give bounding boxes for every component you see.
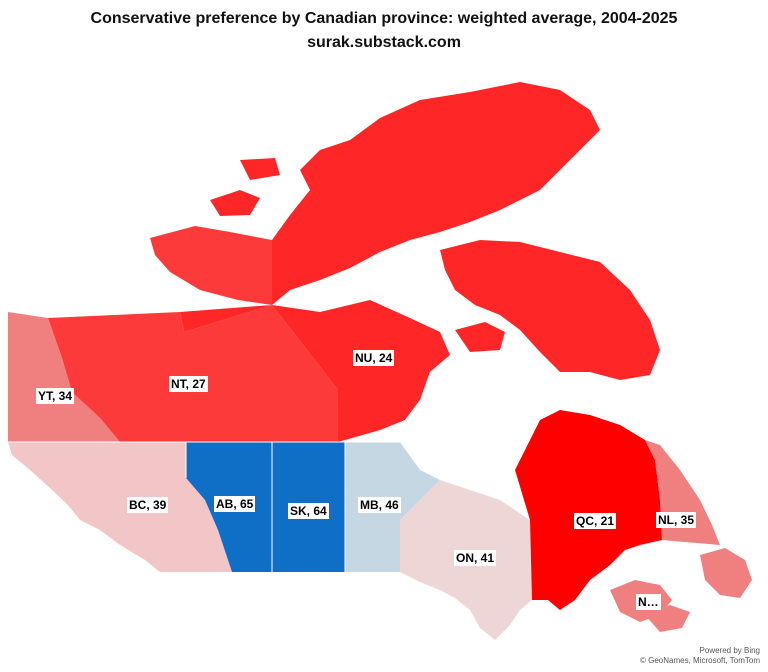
region-nu-islands[interactable] [272, 82, 600, 305]
credit-sources: © GeoNames, Microsoft, TomTom [640, 656, 760, 665]
label-bc: BC, 39 [127, 497, 169, 513]
label-ab: AB, 65 [214, 496, 256, 512]
label-sk: SK, 64 [288, 503, 329, 519]
region-ns-2[interactable] [645, 605, 690, 632]
label-nu: NU, 24 [353, 350, 395, 366]
region-nl-island[interactable] [700, 548, 752, 598]
region-nu-mainland[interactable] [180, 300, 450, 442]
credit-bing: Powered by Bing [699, 646, 760, 655]
hudson-bay [400, 352, 530, 500]
region-nu-southampton[interactable] [455, 322, 505, 352]
map-title: Conservative preference by Canadian prov… [90, 10, 678, 27]
region-nu-island-small-2[interactable] [240, 158, 280, 180]
label-nt: NT, 27 [169, 376, 208, 392]
province-borders [8, 441, 400, 572]
region-nu-baffin[interactable] [440, 240, 660, 380]
region-yt[interactable] [8, 312, 120, 442]
region-qc[interactable] [515, 410, 662, 610]
label-on: ON, 41 [454, 550, 497, 566]
label-mb: MB, 46 [358, 497, 401, 513]
label-yt: YT, 34 [36, 388, 75, 404]
label-qc: QC, 21 [574, 513, 617, 529]
region-nu-island-small-1[interactable] [210, 190, 260, 216]
region-nt[interactable] [48, 305, 338, 442]
label-ns: N… [636, 594, 661, 610]
region-nt-islands[interactable] [150, 226, 272, 305]
label-nl: NL, 35 [656, 512, 697, 528]
map-subtitle: surak.substack.com [307, 34, 461, 51]
region-bc[interactable] [8, 442, 232, 572]
